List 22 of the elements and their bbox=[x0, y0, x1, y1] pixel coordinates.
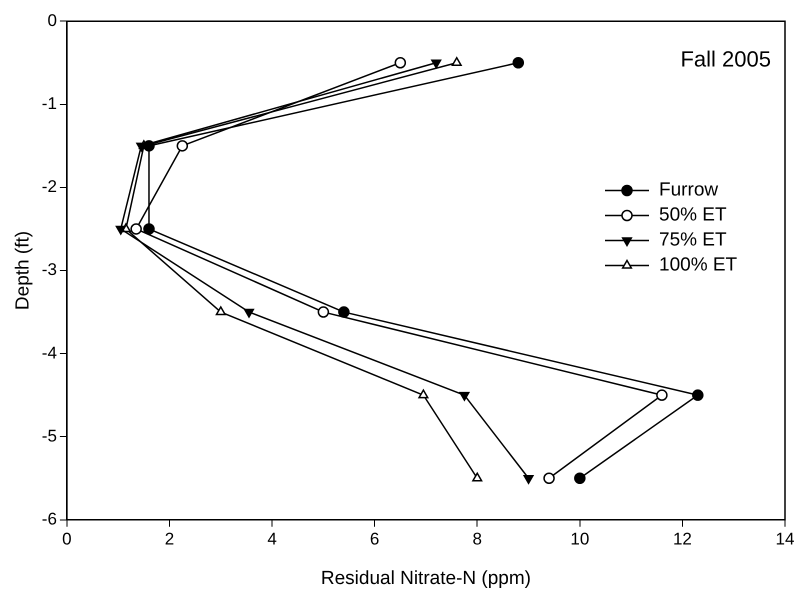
y-tick-label: -5 bbox=[42, 426, 57, 446]
y-tick-label: -3 bbox=[42, 260, 57, 280]
y-tick-label: -1 bbox=[42, 94, 57, 113]
y-tick-label: 0 bbox=[47, 10, 57, 30]
legend-label: 50% ET bbox=[659, 204, 727, 226]
y-tick-label: -2 bbox=[42, 177, 57, 196]
x-tick-label: 12 bbox=[672, 530, 692, 549]
y-axis-title: Depth (ft) bbox=[12, 230, 34, 310]
y-tick-label: -6 bbox=[42, 509, 57, 528]
legend-label: 100% ET bbox=[659, 254, 738, 276]
x-tick-label: 10 bbox=[570, 530, 590, 549]
x-tick-label: 14 bbox=[776, 530, 794, 549]
annotation: Fall 2005 bbox=[680, 46, 771, 72]
legend-label: 75% ET bbox=[659, 230, 727, 251]
x-tick-label: 2 bbox=[164, 530, 174, 549]
x-tick-label: 6 bbox=[370, 530, 380, 549]
legend-label: Furrow bbox=[659, 180, 718, 201]
x-tick-label: 8 bbox=[472, 530, 482, 549]
x-tick-label: 4 bbox=[267, 530, 277, 549]
x-axis-title: Residual Nitrate-N (ppm) bbox=[320, 568, 532, 589]
x-tick-label: 0 bbox=[62, 530, 72, 549]
y-tick-label: -4 bbox=[42, 343, 57, 362]
